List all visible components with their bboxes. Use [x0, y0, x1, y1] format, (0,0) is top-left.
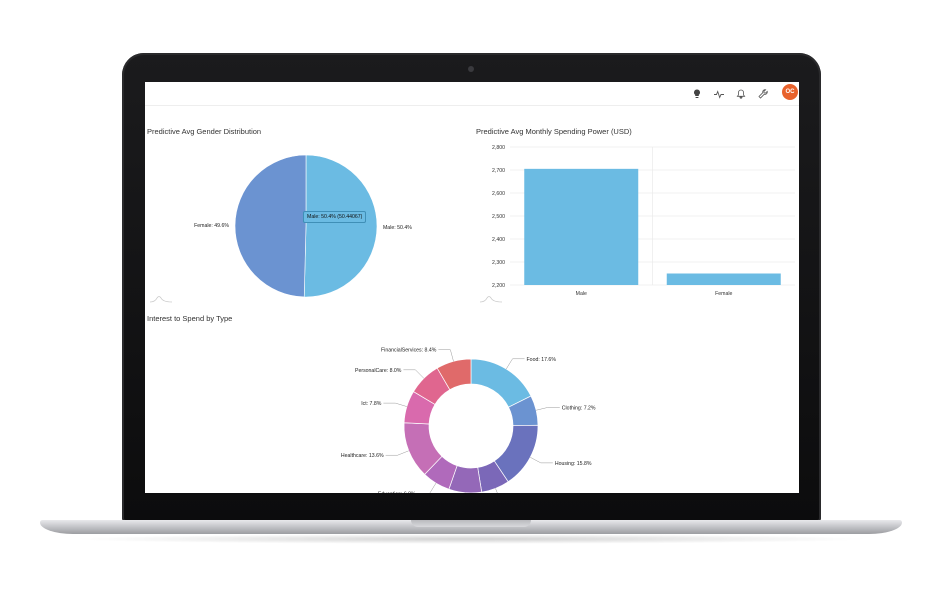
- pie-slice-male[interactable]: [303, 154, 378, 298]
- lightbulb-icon[interactable]: [691, 88, 703, 100]
- app-screen: OC Predictive Avg Gender Distribution Ma…: [145, 82, 799, 493]
- donut-label-education: Education: 6.8%: [378, 491, 416, 493]
- donut-label-housing: Housing: 15.8%: [555, 461, 592, 467]
- laptop-shadow: [70, 534, 872, 544]
- laptop-base-notch: [411, 520, 531, 527]
- donut-label-ict: Ict: 7.8%: [361, 401, 382, 407]
- top-bar: OC: [145, 82, 799, 106]
- y-tick-label: 2,700: [492, 168, 505, 174]
- donut-leader-line: [506, 358, 525, 370]
- spending-chart-title: Predictive Avg Monthly Spending Power (U…: [476, 127, 632, 136]
- donut-leader-line: [383, 402, 407, 407]
- donut-leader-line: [438, 349, 454, 362]
- y-tick-label: 2,600: [492, 191, 505, 197]
- pie-label-female: Female: 49.6%: [194, 223, 229, 229]
- x-tick-label: Male: [576, 291, 587, 297]
- donut-label-clothing: Clothing: 7.2%: [562, 405, 596, 411]
- sparkline-icon: [479, 296, 503, 303]
- y-tick-label: 2,300: [492, 260, 505, 266]
- y-tick-label: 2,400: [492, 237, 505, 243]
- spending-bar-chart: 2,200 2,300 2,400 2,500 2,600 2,700 2,800 Male F…: [492, 145, 795, 297]
- camera-icon: [468, 66, 474, 72]
- laptop-base: [40, 520, 902, 534]
- activity-icon[interactable]: [713, 88, 725, 100]
- wrench-icon[interactable]: [757, 88, 769, 100]
- bar-male[interactable]: [524, 168, 639, 285]
- interest-donut-chart: Food: 17.6% Clothing: 7.2% Housing: 15.8% E…: [341, 348, 596, 493]
- x-tick-label: Female: [715, 291, 732, 297]
- donut-slice-financialservices[interactable]: [436, 358, 472, 391]
- bar-female[interactable]: [666, 273, 781, 286]
- avatar[interactable]: OC: [782, 84, 798, 100]
- bell-icon[interactable]: [735, 88, 747, 100]
- donut-leader-line: [429, 482, 437, 493]
- pie-label-male: Male: 50.4%: [383, 225, 412, 231]
- donut-label-personalcare: PersonalCare: 8.0%: [355, 368, 402, 374]
- donut-leader-line: [530, 457, 553, 464]
- y-tick-label: 2,800: [492, 145, 505, 151]
- interest-chart-title: Interest to Spend by Type: [147, 314, 233, 323]
- sparkline-icon: [149, 296, 173, 303]
- gender-chart-title: Predictive Avg Gender Distribution: [147, 127, 262, 136]
- y-tick-label: 2,200: [492, 283, 505, 289]
- y-tick-label: 2,500: [492, 214, 505, 220]
- donut-label-food: Food: 17.6%: [527, 357, 557, 363]
- gender-tooltip: Male: 50.4% (50.44067): [303, 211, 367, 223]
- donut-leader-line: [495, 488, 498, 493]
- gender-pie-chart: Male: 50.4% Female: 49.6%: [194, 154, 412, 298]
- pie-slice-female[interactable]: [234, 154, 307, 298]
- donut-leader-line: [403, 369, 425, 379]
- donut-leader-line: [385, 450, 409, 456]
- donut-leader-line: [536, 407, 560, 411]
- donut-label-financialservices: FinancialServices: 8.4%: [381, 348, 437, 354]
- donut-label-healthcare: Healthcare: 13.6%: [341, 453, 384, 459]
- donut-slice-food[interactable]: [470, 358, 532, 408]
